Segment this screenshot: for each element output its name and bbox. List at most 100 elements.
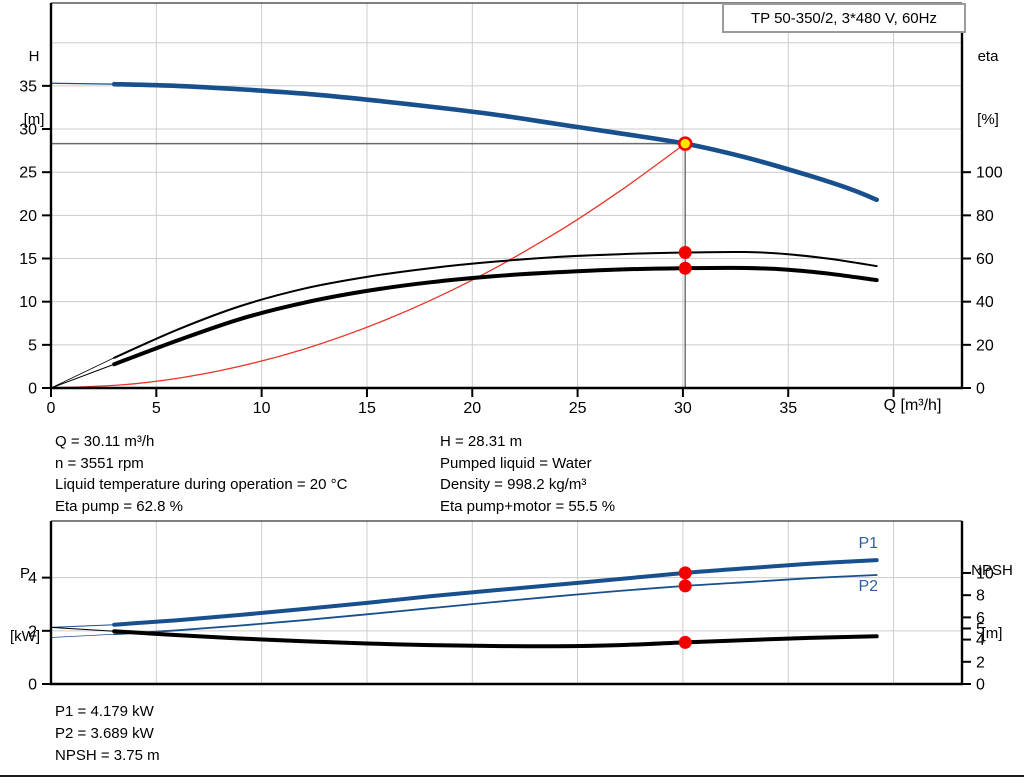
tick-label-left: 35 <box>19 78 37 95</box>
tick-label-right: 100 <box>976 165 1003 182</box>
tick-label-right: 20 <box>976 337 994 354</box>
p1-dot <box>678 566 692 580</box>
h-curve <box>50 81 879 203</box>
npsh-curve <box>50 626 879 649</box>
tick-label-right: 0 <box>976 677 985 694</box>
p2-dot <box>678 579 692 593</box>
plot-border <box>49 520 964 686</box>
npsh-curve-lead <box>50 626 115 632</box>
npsh-curve-path <box>112 629 879 649</box>
eta-axis-label: eta [%] <box>966 4 1010 172</box>
tick-label-right: 2 <box>976 654 985 671</box>
tick-label-bottom: 30 <box>674 400 692 417</box>
tick-label-right: 6 <box>976 610 985 627</box>
tick-label-right: 5 <box>976 621 985 638</box>
tick-label-right: 8 <box>976 588 985 605</box>
page-footer-rule <box>0 775 1024 777</box>
flow-value: Q = 30.11 m³/h <box>55 433 155 450</box>
system-curve-path <box>50 142 686 389</box>
tick-label-left: 20 <box>19 208 37 225</box>
tick-label-left: 25 <box>19 165 37 182</box>
axis-ticks: 0 5 10 15 20 25 30 35 0 20 40 60 80 100 0 5 10 15 20 25 30 35 <box>19 78 1003 417</box>
tick-label-left: 30 <box>19 122 37 139</box>
eta-pump-motor-curve-lead <box>50 363 115 389</box>
tick-label-left: 5 <box>28 337 37 354</box>
h-axis-symbol: H <box>28 48 40 65</box>
eta-pump-motor-value: Eta pump+motor = 55.5 % <box>440 497 616 515</box>
npsh-value: NPSH = 3.75 m <box>55 747 160 764</box>
p2-curve-lead <box>50 633 115 638</box>
p-axis-unit: [kW] <box>10 628 40 645</box>
p2-value: P2 = 3.689 kW <box>55 725 154 742</box>
operating-data-left: Q = 30.11 m³/h n = 3551 rpm Liquid tempe… <box>55 431 347 517</box>
eta-pump-motor-curve-path <box>112 265 879 367</box>
q-axis-label: Q [m³/h] <box>883 397 942 414</box>
tick-label-left: 0 <box>28 677 37 694</box>
eta-pump-motor-curve <box>50 265 879 389</box>
p2-curve-path <box>113 574 878 636</box>
tick-label-right: 0 <box>976 381 985 398</box>
h-axis-label: H [m] <box>16 4 52 172</box>
tick-label-right: 10 <box>976 565 994 582</box>
liquid-temperature-value: Liquid temperature during operation = 20… <box>55 476 348 493</box>
plot-border <box>49 2 964 390</box>
tick-label-left: 15 <box>19 251 37 268</box>
tick-label-right: 40 <box>976 294 994 311</box>
h-curve-lead <box>50 82 115 85</box>
operating-data-right: H = 28.31 m Pumped liquid = Water Densit… <box>440 431 615 517</box>
p1-curve-path <box>112 558 879 627</box>
tick-label-left: 10 <box>19 294 37 311</box>
tick-label-left: 2 <box>28 623 37 640</box>
power-data-block: P1 = 4.179 kW P2 = 3.689 kW NPSH = 3.75 … <box>55 701 160 767</box>
tick-label-bottom: 35 <box>779 400 797 417</box>
pumped-liquid-value: Pumped liquid = Water <box>440 454 592 472</box>
tick-label-bottom: 25 <box>569 400 587 417</box>
h-axis-unit: [m] <box>23 111 45 128</box>
eta-pump-curve-path <box>113 250 878 359</box>
npsh-axis-symbol: NPSH <box>971 562 1013 579</box>
tick-label-right: 60 <box>976 251 994 268</box>
eta-pump-curve-lead <box>50 357 115 389</box>
tick-label-left: 4 <box>28 570 37 587</box>
p-axis-symbol: P <box>19 565 30 582</box>
tick-label-bottom: 5 <box>152 400 161 417</box>
tick-label-bottom: 20 <box>463 400 481 417</box>
h-curve-path <box>111 81 879 203</box>
eta-pump-motor-dot <box>678 261 692 275</box>
speed-value: n = 3551 rpm <box>55 454 144 472</box>
tick-label-right: 80 <box>976 208 994 225</box>
p-axis-label: P [kW] <box>4 521 46 689</box>
head-efficiency-chart: 0 5 10 15 20 25 30 35 0 20 40 60 80 100 0 5 10 15 20 25 30 35 <box>19 2 1003 417</box>
p1-value: P1 = 4.179 kW <box>55 703 154 720</box>
density-value: Density = 998.2 kg/m³ <box>440 476 587 493</box>
npsh-axis-label: NPSH [m] <box>962 518 1022 686</box>
series-label-p2: P2 <box>858 578 878 595</box>
eta-pump-dot <box>678 245 692 259</box>
eta-pump-curve <box>50 250 878 389</box>
gridlines <box>51 521 962 684</box>
system-curve <box>50 142 686 389</box>
eta-pump-value: Eta pump = 62.8 % <box>55 497 183 515</box>
tick-label-bottom: 15 <box>358 400 376 417</box>
tick-label-left: 0 <box>28 381 37 398</box>
eta-axis-symbol: eta <box>977 48 999 65</box>
npsh-axis-unit: [m] <box>981 625 1003 642</box>
p1-curve <box>50 558 879 628</box>
pump-designation-box: TP 50-350/2, 3*480 V, 60Hz <box>722 3 966 33</box>
tick-label-bottom: 0 <box>47 400 56 417</box>
eta-axis-unit: [%] <box>977 111 999 128</box>
tick-label-right: 4 <box>976 632 985 649</box>
head-value: H = 28.31 m <box>440 433 523 450</box>
series-label-p1: P1 <box>858 535 878 552</box>
gridlines <box>51 3 962 388</box>
p1-curve-lead <box>50 624 115 628</box>
tick-label-bottom: 10 <box>253 400 271 417</box>
p2-curve <box>50 574 878 638</box>
npsh-dot <box>678 635 692 649</box>
pump-designation-text: TP 50-350/2, 3*480 V, 60Hz <box>751 9 937 27</box>
duty-point <box>677 136 693 151</box>
